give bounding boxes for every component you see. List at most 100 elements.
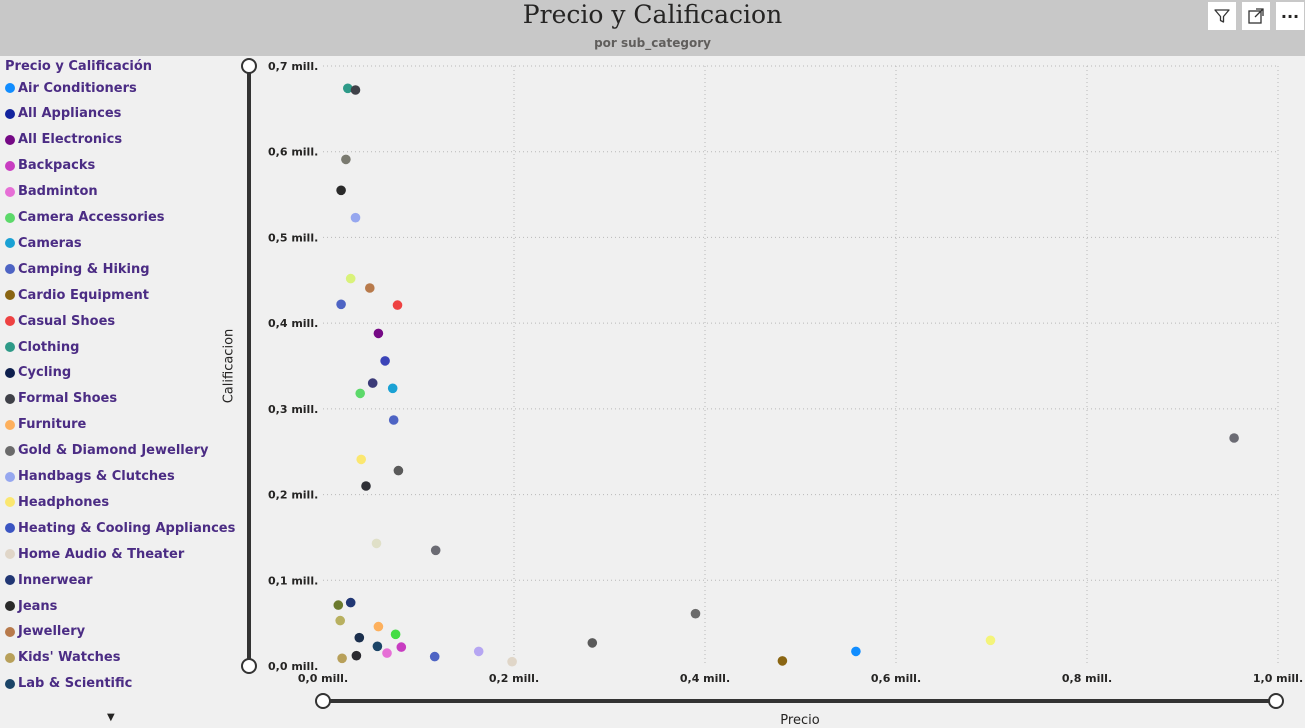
legend-marker — [5, 471, 15, 482]
legend-item[interactable]: Cycling — [5, 363, 71, 383]
legend-item[interactable]: Heating & Cooling Appliances — [5, 518, 235, 538]
legend-label: Backpacks — [18, 158, 96, 174]
data-point[interactable] — [373, 328, 384, 339]
data-point[interactable] — [371, 538, 382, 549]
x-tick-label: 0,0 mill. — [298, 672, 348, 685]
data-point[interactable] — [361, 481, 371, 491]
x-range-slider-handle-left[interactable] — [315, 693, 331, 709]
data-point[interactable] — [851, 646, 861, 657]
focus-mode-button[interactable] — [1242, 2, 1270, 30]
legend-marker — [5, 497, 15, 508]
x-tick-label: 0,2 mill. — [489, 672, 539, 685]
data-point[interactable] — [429, 651, 440, 662]
legend-marker — [5, 367, 15, 378]
legend-item[interactable]: Home Audio & Theater — [5, 544, 184, 564]
legend-item[interactable]: Handbags & Clutches — [5, 467, 175, 487]
data-point[interactable] — [1229, 433, 1239, 443]
legend-marker — [5, 212, 15, 223]
data-point[interactable] — [335, 615, 346, 626]
y-tick-label: 0,4 mill. — [268, 317, 318, 330]
data-point[interactable] — [365, 283, 375, 293]
legend-label: Cycling — [18, 365, 72, 381]
data-point[interactable] — [354, 632, 365, 643]
data-point[interactable] — [350, 85, 361, 95]
data-point[interactable] — [345, 273, 356, 284]
x-tick-label: 0,4 mill. — [680, 672, 730, 685]
y-range-slider-handle-bottom[interactable] — [241, 658, 257, 674]
legend-item[interactable]: All Appliances — [5, 104, 121, 124]
legend-label: Cardio Equipment — [18, 287, 149, 303]
legend-item[interactable]: Lab & Scientific — [5, 674, 132, 694]
legend-item[interactable]: Gold & Diamond Jewellery — [5, 441, 208, 461]
legend-scroll-down-icon[interactable]: ▼ — [107, 712, 115, 723]
data-point[interactable] — [430, 545, 441, 556]
data-point[interactable] — [473, 646, 484, 657]
legend-item[interactable]: Furniture — [5, 415, 86, 435]
legend-item[interactable]: Cameras — [5, 233, 82, 253]
legend-label: Camping & Hiking — [18, 261, 150, 277]
data-point[interactable] — [587, 638, 598, 648]
legend-item[interactable]: Camping & Hiking — [5, 259, 150, 279]
data-point[interactable] — [356, 454, 367, 465]
data-point[interactable] — [355, 388, 366, 399]
data-point[interactable] — [382, 648, 392, 658]
data-point[interactable] — [390, 629, 401, 640]
x-range-slider-handle-right[interactable] — [1268, 693, 1284, 709]
data-point[interactable] — [393, 465, 404, 476]
data-point[interactable] — [380, 356, 390, 366]
data-point[interactable] — [777, 656, 788, 666]
data-point[interactable] — [341, 154, 351, 165]
data-point[interactable] — [350, 212, 361, 223]
legend-label: Camera Accessories — [18, 210, 165, 225]
y-range-slider-handle-top[interactable] — [241, 58, 257, 74]
x-axis-title: Precio — [780, 713, 820, 728]
data-point[interactable] — [396, 642, 407, 652]
legend-marker — [5, 393, 15, 404]
legend-item[interactable]: Innerwear — [5, 570, 93, 590]
data-point[interactable] — [507, 656, 517, 667]
legend-marker — [5, 523, 15, 534]
legend-item[interactable]: Air Conditioners — [5, 78, 137, 98]
data-point[interactable] — [690, 608, 701, 619]
legend-label: Jeans — [18, 598, 58, 614]
legend-marker — [5, 134, 15, 145]
legend-item[interactable]: Formal Shoes — [5, 389, 117, 409]
filter-button[interactable] — [1208, 2, 1236, 30]
legend-marker — [5, 83, 15, 93]
more-options-button[interactable]: ··· — [1276, 2, 1304, 30]
data-point[interactable] — [351, 650, 362, 661]
data-point[interactable] — [985, 635, 996, 646]
data-point[interactable] — [343, 83, 353, 94]
y-tick-label: 0,6 mill. — [268, 146, 318, 159]
legend-item[interactable]: Badminton — [5, 182, 98, 202]
legend-marker — [5, 264, 15, 275]
legend-item[interactable]: Cardio Equipment — [5, 285, 149, 305]
y-tick-label: 0,3 mill. — [268, 403, 318, 416]
legend-item[interactable]: Headphones — [5, 492, 109, 512]
data-point[interactable] — [345, 597, 356, 608]
legend-item[interactable]: Camera Accessories — [5, 208, 165, 228]
chart-subtitle: por sub_category — [594, 36, 711, 50]
legend-item[interactable]: Backpacks — [5, 156, 95, 176]
y-tick-label: 0,7 mill. — [268, 60, 318, 73]
data-point[interactable] — [392, 300, 403, 310]
legend-item[interactable]: All Electronics — [5, 130, 122, 150]
data-point[interactable] — [373, 621, 384, 632]
data-point[interactable] — [367, 378, 378, 388]
legend-marker — [5, 290, 15, 301]
legend-label: Lab & Scientific — [18, 676, 133, 692]
legend-item[interactable]: Jeans — [5, 596, 57, 616]
legend-item[interactable]: Jewellery — [5, 622, 85, 642]
legend-item[interactable]: Kids' Watches — [5, 648, 120, 668]
data-point[interactable] — [336, 185, 346, 196]
data-point[interactable] — [333, 600, 344, 610]
legend-marker — [5, 186, 15, 197]
data-point[interactable] — [388, 415, 399, 425]
data-point[interactable] — [387, 383, 398, 394]
chart-title: Precio y Calificacion — [522, 0, 783, 29]
data-point[interactable] — [336, 299, 346, 310]
data-point[interactable] — [337, 653, 347, 664]
legend-item[interactable]: Clothing — [5, 337, 79, 357]
legend-item[interactable]: Casual Shoes — [5, 311, 115, 331]
data-point[interactable] — [372, 641, 383, 652]
